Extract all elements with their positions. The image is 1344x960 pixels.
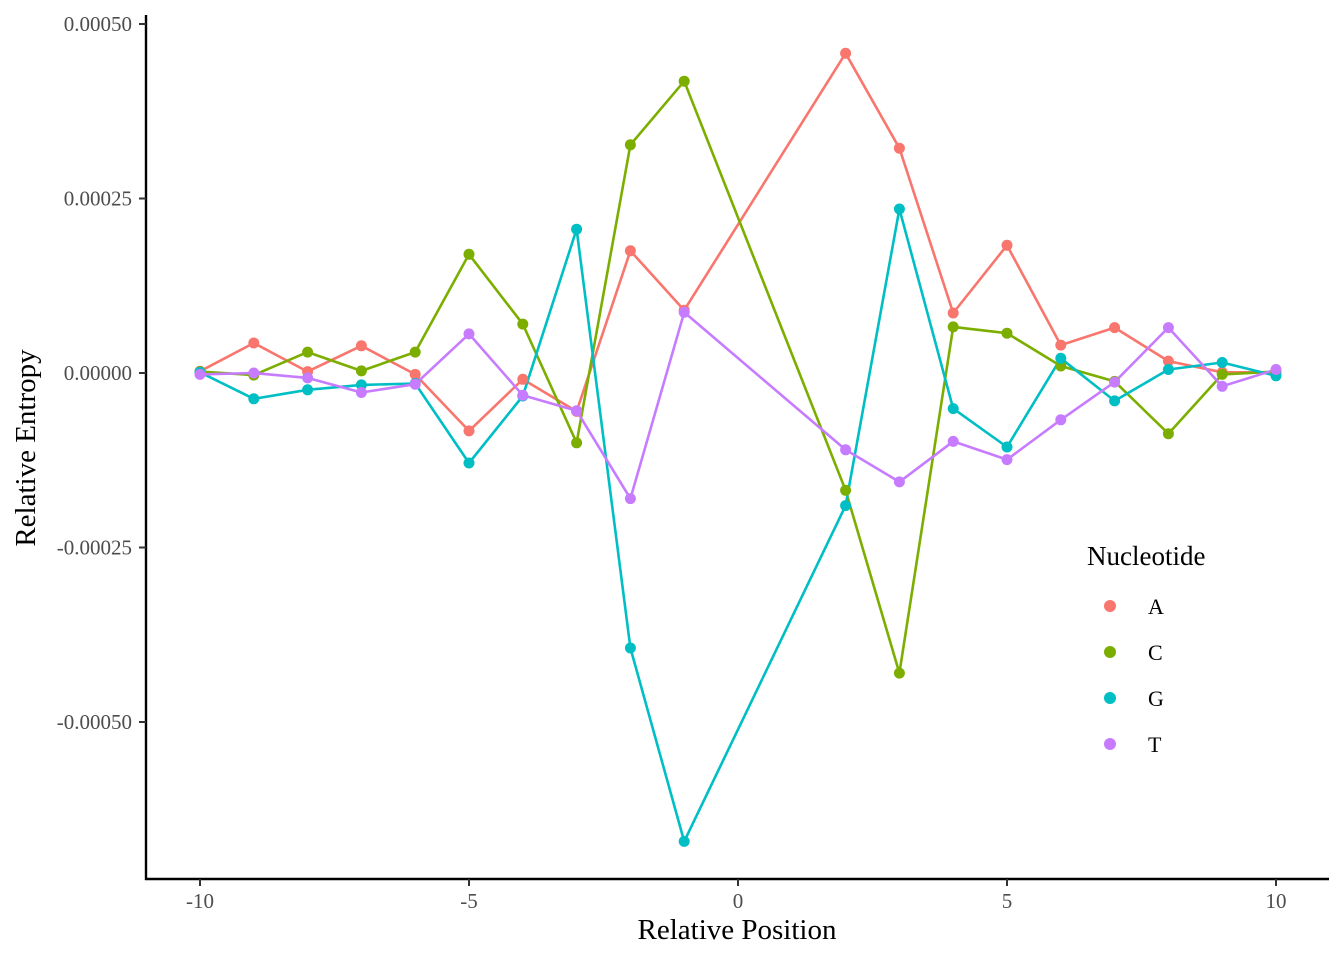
data-point-C — [1216, 368, 1228, 380]
legend-key-A — [1104, 600, 1116, 612]
data-point-T — [678, 306, 690, 318]
data-point-T — [624, 493, 636, 505]
data-point-A — [517, 373, 529, 385]
legend-key-G — [1104, 692, 1116, 704]
data-point-C — [517, 318, 529, 330]
legend-label: A — [1148, 594, 1164, 619]
data-point-T — [1001, 454, 1013, 466]
data-point-A — [1162, 355, 1174, 367]
data-point-T — [893, 476, 905, 488]
data-point-T — [840, 444, 852, 456]
data-point-G — [678, 835, 690, 847]
legend-label: T — [1148, 732, 1162, 757]
data-point-G — [624, 642, 636, 654]
data-point-C — [1055, 360, 1067, 372]
data-point-A — [624, 245, 636, 257]
data-point-A — [840, 47, 852, 59]
data-point-C — [571, 437, 583, 449]
data-point-A — [355, 340, 367, 352]
data-point-G — [1055, 352, 1067, 364]
y-tick-label: -0.00025 — [57, 536, 132, 560]
data-point-C — [624, 139, 636, 151]
data-point-T — [248, 367, 260, 379]
data-point-A — [463, 425, 475, 437]
data-point-C — [1162, 428, 1174, 440]
axes: 0.00050 0.00025 0.00000 -0.00025 -0.00050 -10… — [57, 12, 1329, 913]
data-point-G — [248, 393, 260, 405]
data-point-T — [302, 372, 314, 384]
y-tick-label: 0.00025 — [64, 187, 132, 211]
data-point-T — [355, 387, 367, 398]
x-axis-title: Relative Position — [638, 914, 837, 946]
x-tick-label: 5 — [1002, 889, 1013, 913]
data-point-C — [678, 75, 690, 87]
y-axis-title: Relative Entropy — [10, 349, 42, 547]
data-point-C — [302, 346, 314, 358]
data-point-G — [1162, 364, 1174, 375]
data-point-A — [947, 307, 959, 319]
data-point-T — [1162, 322, 1174, 334]
data-point-T — [1270, 364, 1282, 375]
data-point-T — [1109, 376, 1121, 388]
data-point-A — [248, 337, 260, 349]
data-point-A — [409, 368, 421, 380]
data-point-T — [1216, 380, 1228, 392]
y-tick-label: 0.00050 — [64, 12, 132, 36]
data-point-A — [1001, 239, 1013, 251]
y-tick-label: -0.00050 — [57, 710, 132, 734]
data-point-A — [893, 142, 905, 154]
data-point-T — [463, 328, 475, 340]
data-point-C — [893, 667, 905, 679]
data-point-G — [947, 403, 959, 415]
data-point-G — [571, 223, 583, 235]
data-point-G — [1109, 395, 1121, 407]
x-tick-label: 10 — [1266, 889, 1287, 913]
data-point-T — [409, 378, 421, 390]
data-point-T — [517, 389, 529, 401]
y-tick-label: 0.00000 — [64, 361, 132, 385]
data-point-T — [571, 405, 583, 417]
data-point-T — [947, 435, 959, 447]
data-point-A — [1055, 339, 1067, 351]
plot-area — [194, 47, 1282, 847]
data-point-G — [840, 500, 852, 512]
data-point-T — [194, 368, 206, 380]
x-tick-label: -5 — [460, 889, 478, 913]
data-point-C — [840, 484, 852, 496]
x-tick-label: 0 — [733, 889, 744, 913]
data-point-C — [355, 365, 367, 377]
data-point-G — [1001, 441, 1013, 453]
data-point-G — [893, 203, 905, 215]
x-tick-label: -10 — [186, 889, 214, 913]
legend-title: Nucleotide — [1087, 541, 1205, 571]
data-point-T — [1055, 414, 1067, 426]
data-point-C — [409, 346, 421, 358]
data-point-C — [463, 248, 475, 260]
data-point-G — [302, 384, 314, 396]
data-point-G — [355, 379, 367, 391]
data-point-A — [1109, 322, 1121, 334]
legend-label: C — [1148, 640, 1163, 665]
data-point-C — [1001, 327, 1013, 339]
legend-label: G — [1148, 686, 1164, 711]
legend-key-T — [1104, 738, 1116, 750]
data-point-G — [1216, 357, 1228, 368]
data-point-C — [947, 321, 959, 333]
data-point-G — [463, 457, 475, 469]
legend-key-C — [1104, 646, 1116, 658]
